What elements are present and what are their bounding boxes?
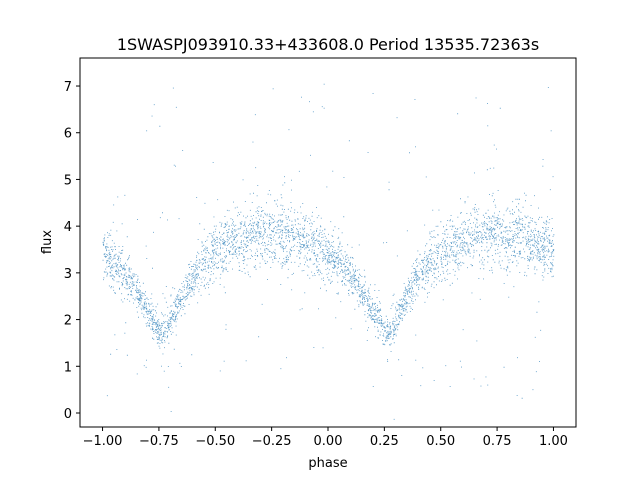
- y-axis-label: flux: [40, 230, 55, 254]
- x-axis-ticks: −1.00 −0.75 −0.50 −0.25 0.00 0.25 0.50 0.75 1.00: [83, 427, 568, 449]
- x-tick-label: 0.25: [370, 434, 399, 449]
- x-tick-label: −0.25: [252, 434, 292, 449]
- x-tick-label: 1.00: [539, 434, 568, 449]
- chart-title: 1SWASPJ093910.33+433608.0 Period 13535.7…: [117, 35, 539, 54]
- x-tick-label: 0.50: [426, 434, 455, 449]
- y-tick-label: 7: [64, 80, 72, 95]
- y-tick-label: 4: [64, 220, 72, 235]
- x-tick-label: −0.50: [195, 434, 235, 449]
- y-tick-label: 1: [64, 360, 72, 375]
- y-axis-ticks: 0 1 2 3 4 5 6 7: [64, 80, 80, 422]
- y-tick-label: 0: [64, 407, 72, 422]
- x-tick-label: −0.75: [139, 434, 179, 449]
- y-tick-label: 5: [64, 173, 72, 188]
- y-tick-label: 2: [64, 314, 72, 329]
- y-tick-label: 6: [64, 127, 72, 142]
- x-tick-label: −1.00: [83, 434, 123, 449]
- x-axis-label: phase: [308, 456, 347, 471]
- x-tick-label: 0.75: [483, 434, 512, 449]
- x-tick-label: 0.00: [314, 434, 343, 449]
- y-tick-label: 3: [64, 267, 72, 282]
